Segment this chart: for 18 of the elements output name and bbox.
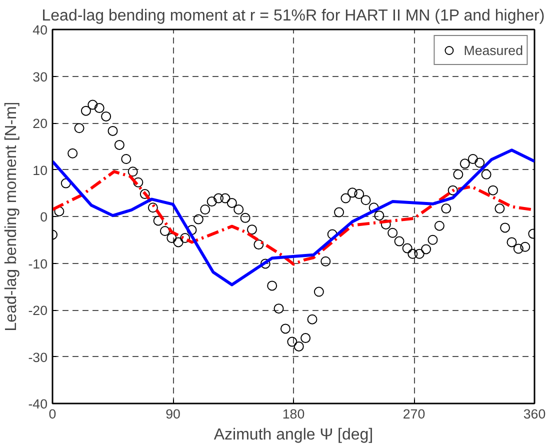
chart-title: Lead-lag bending moment at r = 51%R for HART II MN (1P and higher) xyxy=(42,8,545,24)
line-series xyxy=(52,148,534,286)
y-tick-label: -20 xyxy=(28,303,48,318)
x-tick-label: 90 xyxy=(166,406,180,422)
y-tick-label: -10 xyxy=(28,256,48,272)
y-tick-label: 40 xyxy=(32,22,48,38)
x-tick-label: 270 xyxy=(402,406,426,422)
y-tick-label: 10 xyxy=(32,162,48,178)
x-axis-title: Azimuth angle Ψ [deg] xyxy=(214,426,374,444)
x-tick-label: 180 xyxy=(282,406,305,422)
y-axis-title: Lead-lag bending moment [N-m] xyxy=(3,102,20,332)
y-tick-label: 30 xyxy=(32,69,48,84)
y-tick-label: 0 xyxy=(40,210,48,224)
y-tick-label: -40 xyxy=(28,396,48,412)
x-tick-label: 360 xyxy=(523,406,546,422)
y-tick-label: 20 xyxy=(32,116,48,131)
y-tick-label: -30 xyxy=(28,350,48,365)
legend-label: Measured xyxy=(464,42,523,58)
